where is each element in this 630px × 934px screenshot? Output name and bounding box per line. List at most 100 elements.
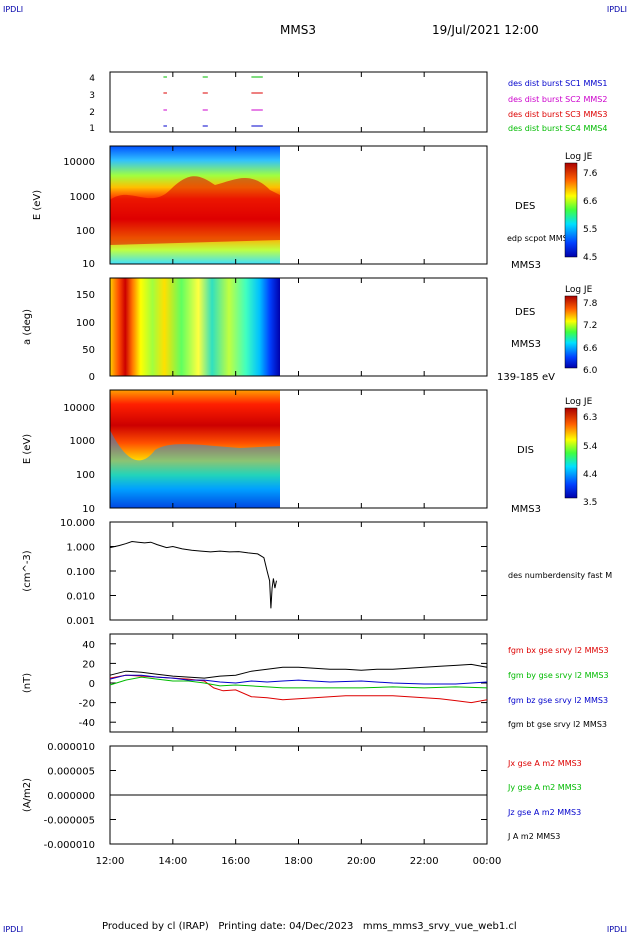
dis-energy-cb-tick-3: 3.5 <box>583 498 597 508</box>
series-line <box>109 674 488 685</box>
plot-title: MMS3 <box>280 23 316 37</box>
burst-ytick-3: 3 <box>89 91 95 101</box>
y-tick-label: 0.010 <box>66 592 95 603</box>
des-pitch-cb-tick-2: 6.6 <box>583 344 598 354</box>
dis-energy-colorbar-title: Log JE <box>565 397 593 407</box>
dis-energy-ytick-10: 10 <box>82 504 95 515</box>
y-tick-label: -0.000010 <box>44 840 95 851</box>
panel-current: (A/m2) -0.000010 -0.000005 0.000000 0.00000… <box>22 742 582 851</box>
des-pitch-sublabel: MMS3 <box>511 339 541 350</box>
legend-burst-sc4: des dist burst SC4 MMS4 <box>508 124 607 133</box>
legend-burst-sc2: des dist burst SC2 MMS2 <box>508 95 607 104</box>
x-tick-label: 22:00 <box>410 856 439 867</box>
panel-dis-energy: E (eV) 10 100 1000 10000 DIS MMS3 Log JE… <box>22 389 598 515</box>
des-energy-colorbar-title: Log JE <box>565 152 593 162</box>
dis-energy-bottom-label: MMS3 <box>511 504 541 515</box>
des-energy-cb-tick-3: 4.5 <box>583 253 597 263</box>
dis-energy-cb-tick-2: 4.4 <box>583 470 598 480</box>
x-tick-label: 16:00 <box>221 856 250 867</box>
corner-mark-top-right: IPDLI <box>607 5 627 14</box>
des-energy-ytick-100: 100 <box>76 226 95 237</box>
bfield-frame <box>109 633 488 733</box>
y-tick-label: 40 <box>82 640 95 651</box>
legend-jx: Jx gse A m2 MMS3 <box>507 759 582 768</box>
des-energy-bottom-label: MMS3 <box>511 260 541 271</box>
x-tick-label: 12:00 <box>96 856 125 867</box>
y-tick-label: 0.000010 <box>47 742 95 753</box>
des-energy-red-core <box>110 176 280 245</box>
dis-energy-colorbar <box>564 407 578 499</box>
legend-bz: fgm bz gse srvy l2 MMS3 <box>508 696 608 705</box>
des-pitch-bottom-label: 139-185 eV <box>497 372 555 383</box>
burst-ytick-4: 4 <box>89 74 95 84</box>
y-tick-label: -0.000005 <box>44 816 95 827</box>
legend-burst-sc3: des dist burst SC3 MMS3 <box>508 110 607 119</box>
panel-density: (cm^-3) 0.001 0.010 0.100 1.000 10.000 des n… <box>22 518 612 627</box>
x-tick-label: 00:00 <box>473 856 502 867</box>
panel-des-energy: E (eV) 10 100 1000 10000 DES edp scpot M… <box>32 145 598 271</box>
dis-energy-ytick-100: 100 <box>76 470 95 481</box>
burst-ytick-2: 2 <box>89 108 95 118</box>
plot-datetime: 19/Jul/2021 12:00 <box>432 23 539 37</box>
des-pitch-colorbar-title: Log JE <box>565 285 593 295</box>
panel-bfield: (nT) -40 -20 0 20 40 fgm bx gse srvy l2 MMS3… <box>22 633 609 733</box>
dis-energy-low-energy-edge <box>110 430 280 508</box>
des-pitch-cb-tick-3: 6.0 <box>583 366 598 376</box>
y-tick-label: -40 <box>79 718 95 729</box>
density-ylabel: (cm^-3) <box>22 550 33 591</box>
des-pitch-spectrogram <box>110 278 280 376</box>
legend-jz: Jz gse A m2 MMS3 <box>507 808 581 817</box>
des-energy-ytick-10: 10 <box>82 259 95 270</box>
corner-mark-top-left: IPDLI <box>3 5 23 14</box>
des-energy-cb-tick-2: 5.5 <box>583 225 597 235</box>
x-tick-label: 20:00 <box>347 856 376 867</box>
legend-density: des numberdensity fast M <box>508 571 612 580</box>
des-pitch-colorbar <box>564 295 578 369</box>
des-energy-cb-tick-0: 7.6 <box>583 169 598 179</box>
des-pitch-cb-tick-0: 7.8 <box>583 299 598 309</box>
y-tick-label: 1.000 <box>66 543 95 554</box>
series-line <box>109 663 488 679</box>
des-energy-sublabel: edp scpot MMS3 <box>507 234 573 243</box>
dis-energy-ytick-1000: 1000 <box>70 436 95 447</box>
y-tick-label: -20 <box>79 699 95 710</box>
footer-credit: Produced by cl (IRAP) Printing date: 04/… <box>102 921 517 932</box>
des-energy-ytick-1000: 1000 <box>70 192 95 203</box>
y-tick-label: 0.000000 <box>47 791 95 802</box>
density-frame <box>109 521 488 621</box>
panel-burst: 1 2 3 4 des dist burst SC1 MMS1 des dist… <box>89 71 607 134</box>
current-ylabel: (A/m2) <box>22 778 33 812</box>
series-line <box>109 540 277 609</box>
y-tick-label: 0.001 <box>66 616 95 627</box>
y-tick-label: 0 <box>89 679 95 690</box>
panel-burst-frame <box>109 71 488 133</box>
des-pitch-ylabel: a (deg) <box>22 309 33 345</box>
dis-energy-spectrogram <box>110 390 280 508</box>
legend-burst-sc1: des dist burst SC1 MMS1 <box>508 79 607 88</box>
x-tick-label: 18:00 <box>284 856 313 867</box>
dis-energy-cb-tick-1: 5.4 <box>583 442 598 452</box>
legend-bx: fgm bx gse srvy l2 MMS3 <box>508 646 609 655</box>
des-energy-ytick-10000: 10000 <box>63 157 95 168</box>
des-energy-colorbar <box>564 162 578 258</box>
series-line <box>109 676 488 689</box>
dis-energy-ytick-10000: 10000 <box>63 403 95 414</box>
des-pitch-ytick-50: 50 <box>82 345 95 356</box>
des-pitch-ytick-100: 100 <box>76 318 95 329</box>
y-tick-label: 0.100 <box>66 567 95 578</box>
legend-j: J A m2 MMS3 <box>507 832 560 841</box>
des-pitch-ytick-150: 150 <box>76 290 95 301</box>
legend-by: fgm by gse srvy l2 MMS3 <box>508 671 609 680</box>
panel-des-pitch: a (deg) 0 50 100 150 DES MMS3 139-185 eV… <box>22 277 598 383</box>
dis-energy-cb-tick-0: 6.3 <box>583 413 597 423</box>
series-line <box>109 674 488 704</box>
des-pitch-ytick-0: 0 <box>89 372 95 383</box>
des-energy-label: DES <box>515 201 535 212</box>
burst-ytick-1: 1 <box>89 124 95 134</box>
y-tick-label: 20 <box>82 659 95 670</box>
x-tick-label: 14:00 <box>158 856 187 867</box>
dis-energy-label: DIS <box>517 445 534 456</box>
corner-mark-bottom-right: IPDLI <box>607 925 627 934</box>
des-pitch-cb-tick-1: 7.2 <box>583 321 597 331</box>
